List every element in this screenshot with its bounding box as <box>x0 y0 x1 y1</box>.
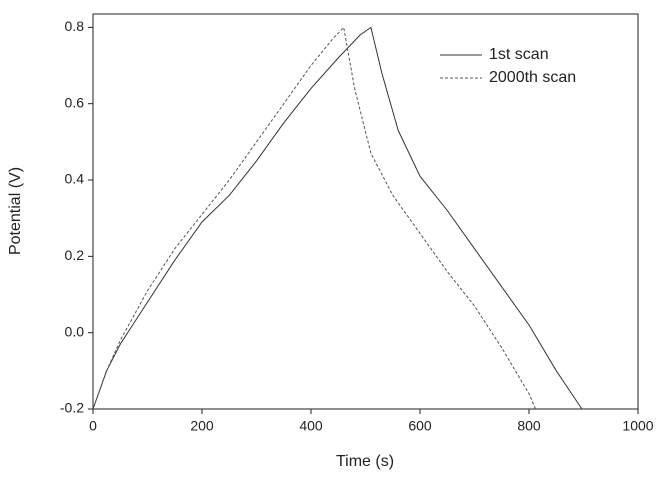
legend-label: 2000th scan <box>489 69 576 86</box>
y-tick-label: 0.2 <box>65 247 85 263</box>
y-tick-label: -0.2 <box>60 400 84 416</box>
x-tick-label: 0 <box>89 418 97 434</box>
x-tick-label: 200 <box>190 418 214 434</box>
x-tick-label: 600 <box>408 418 432 434</box>
y-tick-label: 0.6 <box>65 94 85 110</box>
legend-label: 1st scan <box>489 46 549 63</box>
x-tick-label: 400 <box>299 418 323 434</box>
x-axis-label: Time (s) <box>336 453 394 470</box>
x-tick-label: 1000 <box>622 418 653 434</box>
y-axis-label: Potential (V) <box>7 167 24 255</box>
y-tick-label: 0.4 <box>65 171 85 187</box>
y-tick-label: 0.8 <box>65 18 85 34</box>
y-tick-label: 0.0 <box>65 323 85 339</box>
x-tick-label: 800 <box>517 418 541 434</box>
chart: Time (s) Potential (V) 0 200 400 600 800 1000… <box>0 0 664 478</box>
